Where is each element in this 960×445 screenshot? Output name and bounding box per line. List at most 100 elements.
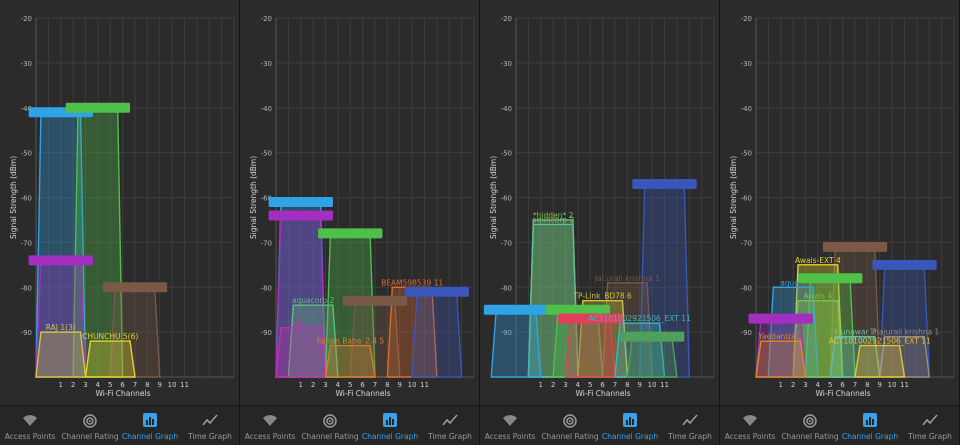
network-label: *hidden* 2 — [533, 211, 574, 220]
x-tick-label: 5 — [348, 381, 352, 389]
signal-curve[interactable] — [411, 291, 463, 378]
nav-channel-rating[interactable]: Channel Rating — [300, 406, 360, 445]
network-label: ACT101002921506_EXT 11 — [829, 337, 931, 346]
signal-curve[interactable] — [84, 340, 136, 378]
y-tick-label: -40 — [741, 105, 752, 113]
signal-curve[interactable] — [626, 335, 678, 378]
network-label: FA... — [293, 319, 309, 328]
nav-channel-graph[interactable]: Channel Graph — [600, 406, 660, 445]
nav-label: Channel Graph — [841, 432, 899, 441]
y-tick-label: -20 — [261, 15, 272, 23]
y-tick-label: -90 — [21, 329, 32, 337]
signal-curve[interactable] — [275, 326, 327, 378]
nav-label: Channel Rating — [61, 432, 119, 441]
nav-channel-rating[interactable]: Channel Rating — [60, 406, 120, 445]
nav-label: Time Graph — [668, 432, 712, 441]
y-tick-label: -50 — [21, 150, 32, 158]
x-tick-label: 1 — [539, 381, 543, 389]
y-tick-label: -70 — [741, 239, 752, 247]
grid — [275, 17, 475, 377]
nav-channel-rating[interactable]: Channel Rating — [780, 406, 840, 445]
nav-channel-rating[interactable]: Channel Rating — [540, 406, 600, 445]
channel-graph-4: -20 -30 -40 -50 -60 -70 -80 -90 1 2 3 4 5 6 7 8 9 10 11 Wi-… — [729, 15, 955, 398]
signal-curve[interactable] — [854, 344, 906, 378]
nav-time-graph[interactable]: Time Graph — [660, 406, 719, 445]
signal-curve[interactable] — [490, 308, 542, 378]
nav-channel-graph[interactable]: Channel Graph — [840, 406, 900, 445]
x-tick-label: 8 — [625, 381, 629, 389]
x-tick-label: 7 — [853, 381, 857, 389]
x-axis-label: Wi-Fi Channels — [336, 389, 391, 398]
network-label: Awais 4 — [804, 292, 833, 301]
network-label: Awais-EXT 4 — [795, 256, 841, 265]
x-tick-label: 2 — [71, 381, 75, 389]
nav-access-points[interactable]: Access Points — [480, 406, 540, 445]
bottom-nav-bar: Access Points Channel Rating Channel Graph… — [240, 405, 479, 445]
nav-access-points[interactable]: Access Points — [0, 406, 60, 445]
series-group — [35, 107, 161, 378]
nav-time-graph[interactable]: Time Graph — [420, 406, 479, 445]
x-tick-label: 4 — [336, 381, 341, 389]
y-axis-label: Signal Strength (dBm) — [9, 156, 18, 239]
y-tick-label: -60 — [21, 195, 32, 203]
y-tick-label: -20 — [21, 15, 32, 23]
network-label: ACT101002921506_EXT 11 — [589, 314, 691, 323]
network-label: BEAM598539 11 — [381, 278, 443, 287]
x-tick-label: 8 — [865, 381, 869, 389]
x-axis-label: Wi-Fi Channels — [96, 389, 151, 398]
nav-time-graph[interactable]: Time Graph — [180, 406, 239, 445]
nav-channel-graph[interactable]: Channel Graph — [360, 406, 420, 445]
x-tick-label: 10 — [648, 381, 657, 389]
signal-curve[interactable] — [35, 331, 87, 378]
x-tick-label: 3 — [803, 381, 807, 389]
signal-curve[interactable] — [878, 335, 931, 378]
network-header-bar — [632, 179, 697, 190]
y-tick-label: -70 — [501, 239, 512, 247]
nav-label: Time Graph — [188, 432, 232, 441]
x-tick-label: 10 — [408, 381, 417, 389]
nav-label: Channel Rating — [301, 432, 359, 441]
y-tick-label: -40 — [21, 105, 32, 113]
x-tick-label: 9 — [878, 381, 882, 389]
network-label: CHUNCHU 5(6) — [82, 332, 138, 341]
channel-graph-panel-4: -20 -30 -40 -50 -60 -70 -80 -90 1 2 3 4 5 6 7 8 9 10 11 Wi-… — [720, 0, 960, 445]
network-header-bar — [318, 228, 383, 239]
x-tick-label: 10 — [888, 381, 897, 389]
channel-graph-panel-3: -20 -30 -40 -50 -60 -70 -80 -90 1 2 3 4 5 6 7 8 9 10 11 Wi-… — [480, 0, 720, 445]
y-tick-label: -70 — [261, 239, 272, 247]
y-tick-label: -80 — [741, 284, 752, 292]
y-tick-label: -40 — [261, 105, 272, 113]
network-header-bar — [102, 282, 168, 293]
nav-access-points[interactable]: Access Points — [720, 406, 780, 445]
signal-curve[interactable] — [755, 340, 807, 378]
network-label: Thajurali krishna 1 — [869, 328, 940, 337]
channel-graph-panel-2: -20 -30 -40 -50 -60 -70 -80 -90 1 2 3 4 5 6 7 8 9 10 11 Wi-… — [240, 0, 480, 445]
nav-channel-graph[interactable]: Channel Graph — [120, 406, 180, 445]
y-tick-label: -60 — [741, 195, 752, 203]
y-tick-label: -90 — [261, 329, 272, 337]
channel-graph-2: -20 -30 -40 -50 -60 -70 -80 -90 1 2 3 4 5 6 7 8 9 10 11 Wi-… — [249, 15, 475, 398]
nav-time-graph[interactable]: Time Graph — [900, 406, 959, 445]
channel-graph-panel-1: -20 -30 -40 -50 -60 -70 -80 -90 1 2 3 4 5 6 7 8 9 10 11 Wi-… — [0, 0, 240, 445]
x-tick-label: 7 — [613, 381, 617, 389]
network-label: Munawar 7 — [834, 328, 876, 337]
y-tick-label: -20 — [501, 15, 512, 23]
x-tick-label: 3 — [563, 381, 567, 389]
x-tick-label: 2 — [311, 381, 315, 389]
grid — [35, 17, 235, 377]
signal-curve[interactable] — [564, 317, 616, 378]
nav-label: Channel Rating — [781, 432, 839, 441]
y-tick-label: -50 — [741, 150, 752, 158]
network-header-bar — [545, 304, 611, 315]
bottom-nav-bar: Access Points Channel Rating Channel Graph… — [0, 405, 239, 445]
x-tick-label: 9 — [158, 381, 162, 389]
x-tick-label: 1 — [779, 381, 783, 389]
y-tick-label: -20 — [741, 15, 752, 23]
signal-curve[interactable] — [324, 344, 376, 378]
x-tick-label: 3 — [83, 381, 87, 389]
x-tick-label: 6 — [840, 381, 845, 389]
y-tick-label: -80 — [501, 284, 512, 292]
nav-access-points[interactable]: Access Points — [240, 406, 300, 445]
nav-label: Access Points — [4, 432, 56, 441]
